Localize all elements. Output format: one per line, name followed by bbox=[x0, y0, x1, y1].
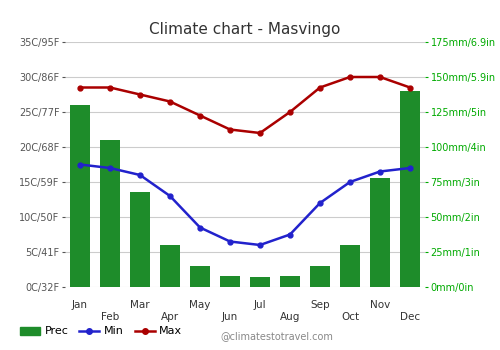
Title: Climate chart - Masvingo: Climate chart - Masvingo bbox=[150, 22, 340, 37]
Text: Dec: Dec bbox=[400, 312, 420, 322]
Bar bbox=[250, 277, 270, 287]
Bar bbox=[370, 178, 390, 287]
Bar bbox=[310, 266, 330, 287]
Bar bbox=[160, 245, 180, 287]
Text: Jul: Jul bbox=[254, 300, 266, 310]
Text: Aug: Aug bbox=[280, 312, 300, 322]
Text: Feb: Feb bbox=[101, 312, 119, 322]
Bar bbox=[130, 192, 150, 287]
Bar bbox=[190, 266, 210, 287]
Bar bbox=[400, 91, 420, 287]
Text: Jun: Jun bbox=[222, 312, 238, 322]
Text: Oct: Oct bbox=[341, 312, 359, 322]
Bar bbox=[340, 245, 360, 287]
Text: Nov: Nov bbox=[370, 300, 390, 310]
Text: Mar: Mar bbox=[130, 300, 150, 310]
Text: Sep: Sep bbox=[310, 300, 330, 310]
Text: May: May bbox=[190, 300, 210, 310]
Text: Jan: Jan bbox=[72, 300, 88, 310]
Bar bbox=[280, 276, 300, 287]
Legend: Prec, Min, Max: Prec, Min, Max bbox=[16, 322, 187, 341]
Bar bbox=[100, 140, 120, 287]
Bar bbox=[220, 276, 240, 287]
Bar bbox=[70, 105, 90, 287]
Text: @climatestotravel.com: @climatestotravel.com bbox=[220, 331, 333, 341]
Text: Apr: Apr bbox=[161, 312, 179, 322]
